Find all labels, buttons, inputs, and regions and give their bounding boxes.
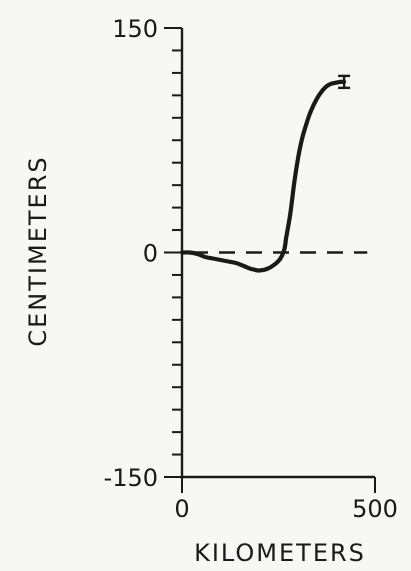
y-tick-label: 150 bbox=[112, 15, 158, 43]
y-tick-label: -150 bbox=[104, 464, 158, 492]
x-axis-title: KILOMETERS bbox=[194, 539, 366, 567]
series-line bbox=[179, 79, 347, 273]
y-tick-label: 0 bbox=[143, 240, 158, 268]
x-tick-label: 500 bbox=[352, 495, 398, 523]
x-axis: 0 500 bbox=[174, 475, 398, 523]
y-axis-title: CENTIMETERS bbox=[24, 155, 52, 346]
error-bar bbox=[338, 74, 351, 90]
x-tick-label: 0 bbox=[174, 495, 189, 523]
y-axis: 150 0 -150 bbox=[104, 15, 184, 492]
